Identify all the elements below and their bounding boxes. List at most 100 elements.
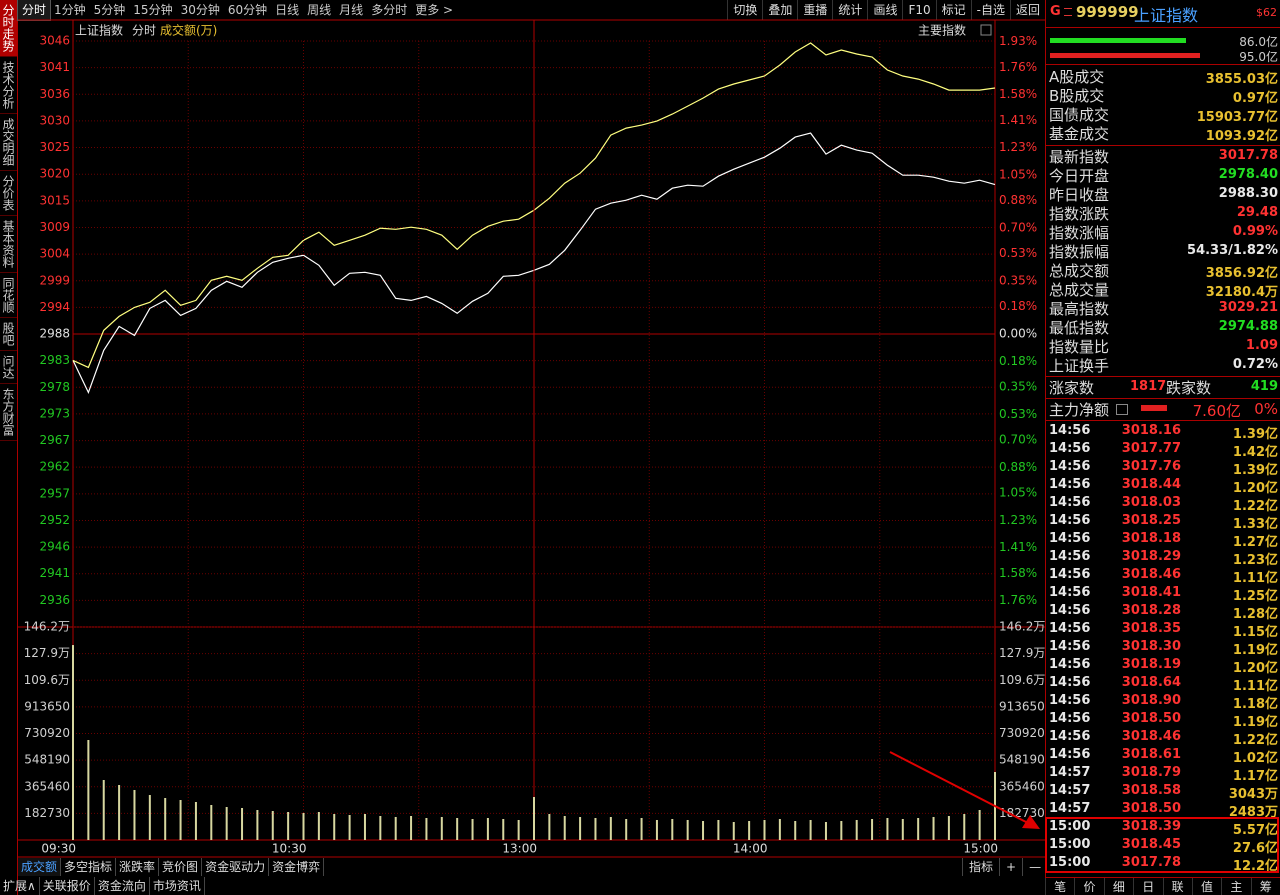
trade-time: 14:56: [1049, 423, 1091, 438]
toolbar-action[interactable]: 标记: [935, 0, 971, 20]
side-tab[interactable]: 技术分析: [0, 57, 17, 114]
side-tab[interactable]: 分时走势: [0, 0, 17, 57]
volume-tick-label-right: 109.6万: [999, 673, 1045, 687]
period-tab[interactable]: 5分钟: [93, 3, 126, 17]
volume-bar: [732, 822, 735, 840]
side-tab[interactable]: 基本资料: [0, 216, 17, 273]
trade-price: 3018.50: [1121, 711, 1181, 726]
side-tab[interactable]: 同花顺: [0, 273, 17, 318]
side-tab[interactable]: 问达: [0, 351, 17, 384]
panel-tab[interactable]: 筹: [1250, 878, 1280, 895]
bottom-link[interactable]: 关联报价: [40, 877, 95, 895]
y2-tick-label: 0.70%: [999, 433, 1037, 447]
row-value: 3856.92亿: [1205, 266, 1278, 281]
toolbar-action[interactable]: F10: [902, 0, 935, 20]
indicator-control[interactable]: 指标: [962, 858, 999, 876]
row-label: 总成交量: [1049, 281, 1110, 299]
row-value: 1.09: [1245, 338, 1278, 353]
row-value: 0.99%: [1232, 224, 1278, 239]
flow-bar: [1141, 405, 1167, 411]
volume-bar: [655, 819, 658, 840]
row-value: 29.48: [1236, 205, 1278, 220]
indicator-tab[interactable]: 多空指标: [61, 858, 117, 876]
volume-bar: [978, 809, 981, 840]
volume-bar: [594, 817, 597, 840]
y-tick-label: 2978: [39, 380, 70, 394]
side-tab[interactable]: 分价表: [0, 171, 17, 216]
panel-tab[interactable]: 值: [1191, 878, 1221, 895]
y2-tick-label: 0.70%: [999, 220, 1037, 234]
period-tab[interactable]: 30分钟: [180, 3, 220, 17]
trade-amount: 1.18亿: [1232, 697, 1278, 712]
y2-tick-label: 1.41%: [999, 113, 1037, 127]
side-tab[interactable]: 东方财富: [0, 384, 17, 441]
period-tab[interactable]: 1分钟: [54, 3, 86, 17]
panel-tab[interactable]: 日: [1133, 878, 1162, 895]
period-tab[interactable]: 15分钟: [133, 3, 173, 17]
trade-amount: 2483万: [1228, 805, 1278, 820]
period-tab[interactable]: 月线: [339, 3, 364, 17]
trade-time: 14:56: [1049, 441, 1091, 456]
bottom-link[interactable]: 扩展∧: [0, 877, 40, 895]
row-label: A股成交: [1049, 68, 1105, 86]
volume-bar: [963, 814, 966, 840]
volume-bar: [133, 789, 136, 840]
panel-tab[interactable]: 联: [1162, 878, 1192, 895]
indicator-tab[interactable]: 资金驱动力: [202, 858, 270, 876]
indicator-tab[interactable]: 资金博弈: [269, 858, 325, 876]
bottom-link[interactable]: 市场资讯: [150, 877, 205, 895]
row-value: 0.72%: [1232, 357, 1278, 372]
indicator-control[interactable]: —: [1022, 858, 1047, 876]
toolbar-action[interactable]: 统计: [832, 0, 867, 20]
trade-time: 14:56: [1049, 711, 1091, 726]
trade-amount: 1.27亿: [1232, 535, 1278, 550]
period-tab[interactable]: 更多 >: [415, 3, 454, 17]
volume-bar: [333, 814, 336, 840]
toolbar-action[interactable]: -自选: [970, 0, 1010, 20]
volume-bar: [625, 819, 628, 840]
period-tab[interactable]: 分时: [16, 0, 52, 21]
toolbar-action[interactable]: 切换: [727, 0, 762, 20]
indicator-tab[interactable]: 竞价图: [159, 858, 203, 876]
panel-tab[interactable]: 价: [1074, 878, 1103, 895]
toolbar-action[interactable]: 返回: [1009, 0, 1045, 20]
x-tick-label: 15:00: [963, 842, 998, 856]
indicator-tab[interactable]: 涨跌率: [116, 858, 160, 876]
volume-bar: [717, 819, 720, 840]
period-tab[interactable]: 多分时: [371, 3, 408, 17]
trade-time: 14:57: [1049, 801, 1091, 816]
index-button-icon: [980, 24, 992, 36]
panel-tab[interactable]: 主: [1221, 878, 1250, 895]
row-value: 2974.88: [1218, 319, 1278, 334]
y-tick-label: 3004: [39, 247, 70, 261]
panel-tab[interactable]: 细: [1103, 878, 1133, 895]
indicator-tab[interactable]: 成交额: [18, 858, 62, 876]
volume-bar: [994, 771, 996, 840]
menu-icon: [1064, 8, 1072, 16]
breadth-up-label: 涨家数: [1049, 379, 1095, 397]
trade-price: 3018.61: [1121, 747, 1181, 762]
period-tab[interactable]: 日线: [275, 3, 300, 17]
volume-bar: [932, 816, 935, 840]
side-tab[interactable]: 股吧: [0, 318, 17, 351]
period-tab[interactable]: 60分钟: [227, 3, 268, 17]
trade-amount: 1.17亿: [1232, 769, 1278, 784]
trade-time: 14:56: [1049, 693, 1091, 708]
toolbar-action[interactable]: 叠加: [762, 0, 797, 20]
toolbar-action[interactable]: 重播: [797, 0, 832, 20]
trade-time: 14:56: [1049, 639, 1091, 654]
volume-bar: [809, 819, 812, 840]
row-label: 指数量比: [1049, 338, 1110, 356]
volume-tick-label: 730920: [24, 726, 70, 740]
indicator-control[interactable]: +: [999, 858, 1022, 876]
trade-time: 15:00: [1049, 837, 1091, 852]
period-tab[interactable]: 周线: [307, 3, 332, 17]
panel-tab[interactable]: 笔: [1045, 878, 1074, 895]
bottom-link[interactable]: 资金流向: [95, 877, 150, 895]
side-tab[interactable]: 成交明细: [0, 114, 17, 171]
gauge-label: 95.0亿: [1239, 50, 1278, 64]
toolbar-action[interactable]: 画线: [867, 0, 902, 20]
volume-bar: [118, 784, 121, 840]
volume-bar: [394, 816, 397, 840]
volume-bar: [917, 817, 920, 840]
